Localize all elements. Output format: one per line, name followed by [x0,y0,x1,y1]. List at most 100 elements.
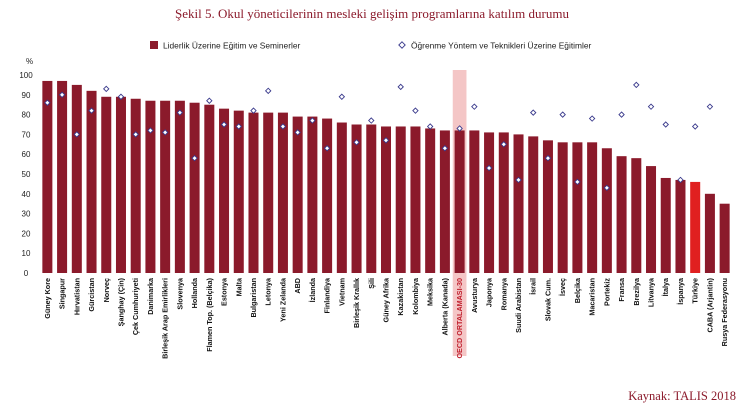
category-label: Vietnam [337,278,346,306]
category-label: Danimarka [146,277,155,315]
bar-46 [704,193,715,273]
category-label: Güney Kore [43,278,52,319]
marker-24 [382,137,390,144]
marker-34 [529,109,537,116]
bar-31 [484,132,495,273]
marker-30 [471,103,478,110]
marker-21 [338,93,346,101]
marker-8 [147,127,154,134]
category-label: İsveç [558,278,567,296]
bar-34 [528,136,539,273]
marker-37 [574,178,581,186]
bar-37 [572,142,583,273]
category-label: ABD [293,278,302,294]
category-label: Estonya [220,277,229,306]
category-label: Yeni Zelanda [278,277,287,322]
legend-bar-swatch [150,41,158,49]
marker-12 [206,97,213,104]
category-label: Slovenya [175,277,184,310]
bar-42 [646,166,657,273]
bar-12 [204,104,215,273]
bar-4 [86,90,97,273]
y-tick-label: 50 [22,170,31,179]
marker-28 [441,145,449,152]
category-label: Bulgaristan [249,278,258,318]
marker-33 [515,176,522,184]
category-label: Letonya [264,277,273,306]
category-label: Türkiye [691,278,700,304]
bar-16 [263,112,274,274]
bar-19 [307,116,318,273]
marker-16 [264,87,272,95]
marker-39 [603,184,611,192]
category-label: Çek Cumhuriyeti [131,278,140,335]
category-label: Gürcistan [87,278,96,312]
bar-1 [42,80,53,273]
bar-9 [160,100,171,274]
bar-40 [616,156,627,273]
y-tick-label: 40 [22,190,31,199]
y-tick-label: 20 [22,229,31,238]
legend-series-1-label: Liderlik Üzerine Eğitim ve Seminerler [163,41,301,51]
marker-4 [88,107,95,114]
y-tick-label: 10 [22,249,31,258]
bar-25 [395,126,406,273]
marker-32 [500,141,508,148]
category-label: OECD ORTALAMASI-30 [455,278,464,359]
marker-42 [647,103,655,110]
marker-9 [161,129,169,136]
y-tick-label: 90 [22,91,31,100]
bar-21 [336,122,347,274]
category-label: İspanya [676,277,685,305]
category-label: Malta [234,277,243,296]
category-label: Romanya [499,277,508,310]
legend-series-2-label: Öğrenme Yöntem ve Teknikleri Üzerine Eği… [411,41,592,51]
marker-14 [235,123,243,130]
bar-5 [101,96,112,273]
bar-38 [587,142,598,273]
marker-20 [323,145,331,152]
marker-36 [559,111,566,118]
bar-15 [248,112,259,274]
category-label: İsrail [529,278,538,295]
marker-22 [353,139,360,146]
marker-5 [103,85,110,93]
category-label: Fransa [617,277,626,302]
marker-45 [691,123,699,130]
marker-10 [176,109,184,116]
category-label: Şanghay (Çin) [116,277,125,326]
y-tick-label: 0 [24,269,29,278]
bar-18 [292,116,303,273]
bar-44 [675,179,686,273]
bar-23 [366,124,377,273]
marker-18 [294,129,301,136]
bar-27 [425,128,436,273]
category-label: Macaristan [588,278,597,316]
y-tick-label: 30 [22,210,31,219]
category-label: Flamen Top. (Belçika) [205,277,214,351]
category-label: Norveç [102,278,111,302]
bar-24 [380,126,392,273]
bar-11 [189,102,200,273]
category-label: Kazakistan [396,278,405,316]
bar-30 [469,130,480,273]
bar-17 [277,112,288,274]
source-note: Kaynak: TALIS 2018 [628,389,736,403]
marker-3 [73,131,81,138]
y-tick-label: 100 [19,71,33,80]
marker-27 [426,123,434,130]
marker-19 [309,117,316,124]
bar-3 [71,84,82,274]
y-tick-label: 60 [22,150,31,159]
bar-26 [410,126,421,273]
category-label: Suudi Arabistan [514,278,523,333]
category-label: İtalya [661,277,670,296]
bar-13 [219,108,230,273]
marker-11 [191,154,198,162]
bar-45 [690,181,701,273]
marker-44 [677,176,684,184]
category-label: Hollanda [190,277,199,308]
category-label: Singapur [58,278,67,309]
category-label: Hırvatistan [72,278,81,315]
